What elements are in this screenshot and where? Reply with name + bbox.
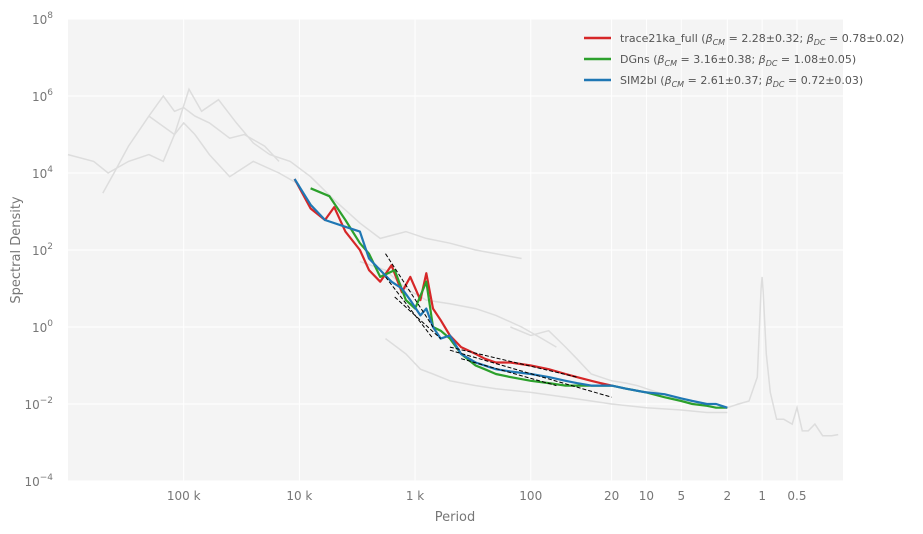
fit-lines-group: [385, 253, 612, 398]
y-tick-label: 10−2: [24, 396, 53, 412]
background-series-line: [67, 121, 300, 186]
x-tick-label: 2: [723, 489, 731, 503]
y-tick-label: 10−4: [24, 473, 53, 489]
x-tick-labels: 100 k 10 k 1 k 100 20 10 5 2 1 0.5: [167, 489, 807, 503]
y-tick-label: 100: [32, 319, 53, 335]
y-tick-label: 104: [32, 165, 53, 181]
background-series-group: [67, 87, 839, 437]
background-series-line: [359, 260, 557, 348]
legend-entry: trace21ka_full (βCM = 2.28±0.32; βDC = 0…: [620, 32, 904, 47]
fit-line: [385, 276, 434, 339]
x-tick-label: 5: [677, 489, 685, 503]
series-line-dgns: [310, 187, 728, 409]
legend: trace21ka_full (βCM = 2.28±0.32; βDC = 0…: [584, 32, 904, 89]
x-tick-label: 100: [519, 489, 542, 503]
fit-line: [460, 358, 557, 387]
y-tick-label: 106: [32, 88, 53, 104]
x-tick-label: 10 k: [286, 489, 312, 503]
fit-line: [449, 346, 577, 378]
background-series-line: [727, 276, 839, 437]
y-tick-label: 108: [32, 11, 53, 27]
legend-entry: DGns (βCM = 3.16±0.38; βDC = 1.08±0.05): [620, 53, 856, 68]
fit-line: [385, 253, 434, 328]
series-line-trace21ka-full: [293, 178, 612, 387]
grid-lines: [68, 18, 843, 482]
x-tick-label: 20: [604, 489, 619, 503]
x-tick-label: 1 k: [406, 489, 424, 503]
x-axis-label: Period: [435, 510, 476, 525]
x-tick-label: 10: [639, 489, 654, 503]
y-tick-label: 102: [32, 242, 53, 258]
background-series-line: [148, 87, 522, 260]
x-tick-label: 0.5: [787, 489, 806, 503]
y-axis-label: Spectral Density: [9, 196, 24, 304]
background-series-line: [385, 338, 728, 414]
legend-entry: SIM2bl (βCM = 2.61±0.37; βDC = 0.72±0.03…: [620, 74, 863, 89]
x-tick-label: 100 k: [167, 489, 201, 503]
y-tick-labels: 10−4 10−2 100 102 104 106 108: [24, 11, 53, 489]
fit-line: [394, 296, 442, 339]
fit-line: [449, 349, 612, 398]
x-tick-label: 1: [758, 489, 766, 503]
